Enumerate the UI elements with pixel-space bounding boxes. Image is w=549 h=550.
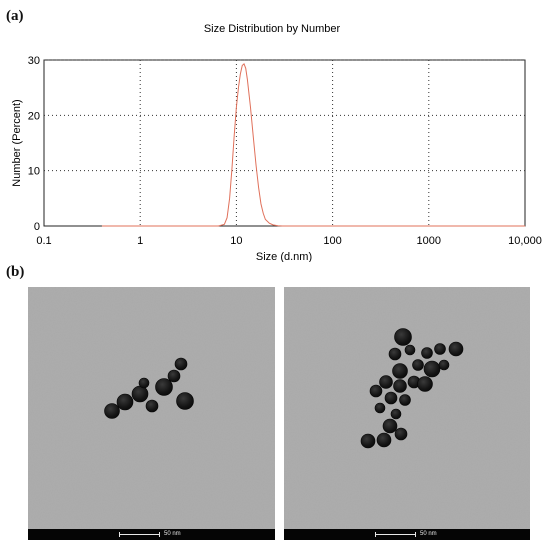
x-tick-label: 1000 bbox=[417, 235, 441, 247]
y-tick-label: 0 bbox=[34, 221, 40, 233]
scale-bar-tick bbox=[159, 532, 160, 537]
y-tick-label: 20 bbox=[28, 110, 40, 122]
tem-micrograph-left bbox=[28, 287, 275, 529]
x-axis-label: Size (d.nm) bbox=[256, 251, 312, 262]
scale-bar-label: 50 nm bbox=[164, 531, 181, 537]
scale-bar-label: 50 nm bbox=[420, 531, 437, 537]
scale-bar-line bbox=[375, 534, 416, 535]
tem-image-right: 50 nm bbox=[284, 287, 530, 540]
series-line bbox=[101, 62, 525, 227]
scale-bar-tick bbox=[415, 532, 416, 537]
panel-b-label: (b) bbox=[6, 264, 25, 280]
nanoparticle-cluster-left bbox=[104, 357, 194, 419]
x-tick-label: 100 bbox=[323, 235, 341, 247]
x-tick-label: 0.1 bbox=[36, 235, 51, 247]
tem-image-left: 50 nm bbox=[28, 287, 275, 540]
chart-ticks: 0.1 1 10 100 1000 10,000 0 10 20 30 bbox=[28, 55, 542, 247]
panel-a-label: (a) bbox=[6, 8, 24, 24]
x-tick-label: 10,000 bbox=[508, 235, 542, 247]
plot-frame bbox=[43, 59, 526, 227]
chart-grid bbox=[44, 59, 525, 226]
x-tick-label: 1 bbox=[137, 235, 143, 247]
chart-title: Size Distribution by Number bbox=[204, 23, 341, 35]
y-tick-label: 10 bbox=[28, 166, 40, 178]
y-tick-label: 30 bbox=[28, 55, 40, 67]
scale-bar-left: 50 nm bbox=[28, 529, 275, 540]
scale-bar-line bbox=[119, 534, 160, 535]
y-axis-label: Number (Percent) bbox=[11, 99, 23, 186]
nanoparticle-cluster-right bbox=[360, 328, 464, 449]
size-distribution-chart: Size Distribution by Number 0.1 1 10 100 100… bbox=[11, 23, 542, 262]
x-tick-label: 10 bbox=[230, 235, 242, 247]
scale-bar-right: 50 nm bbox=[284, 529, 530, 540]
tem-micrograph-right bbox=[284, 287, 530, 529]
